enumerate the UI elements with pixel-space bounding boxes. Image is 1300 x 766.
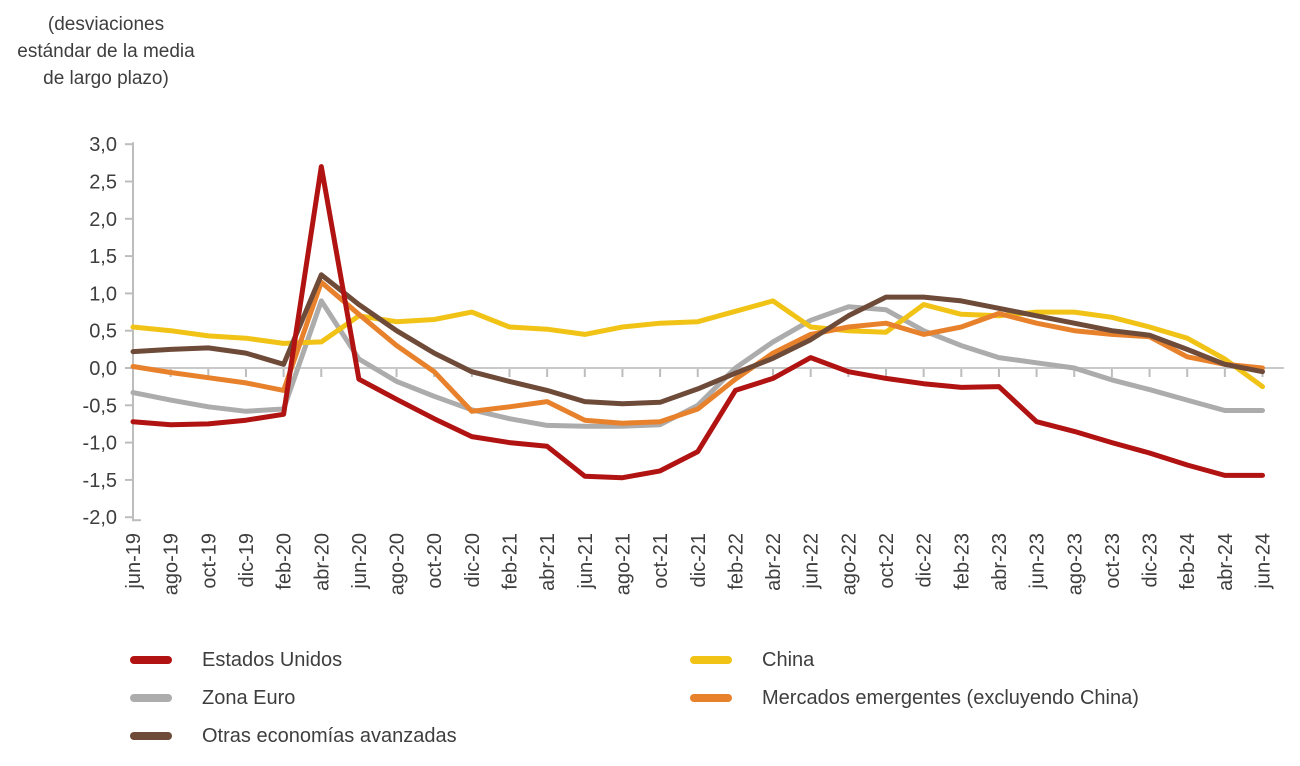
x-tick-label: abr-24 <box>1215 533 1237 591</box>
x-tick-label: jun-21 <box>575 533 597 590</box>
x-tick-label: oct-22 <box>876 533 898 589</box>
chart-legend: Estados Unidos China Zona Euro Mercados eme… <box>130 648 1139 748</box>
x-tick-label: abr-20 <box>311 533 333 591</box>
series-line-0 <box>130 164 1265 481</box>
series-line-2 <box>130 272 1265 407</box>
legend-label: Mercados emergentes (excluyendo China) <box>762 686 1139 709</box>
legend-item: Estados Unidos <box>130 649 690 672</box>
x-tick-label: oct-23 <box>1102 533 1124 589</box>
series-line-3 <box>130 298 1265 390</box>
legend-label: Estados Unidos <box>202 648 343 671</box>
chart-canvas: 3,0 2,5 2,0 1,5 1,0 0,5 0,0 -0,5 -1,0 -1,5 -2,0 jun… <box>83 134 1284 595</box>
x-tick-label: abr-22 <box>763 533 785 591</box>
series-line-1 <box>130 298 1265 429</box>
y-tick-label: 1,5 <box>89 246 117 268</box>
legend-item: Mercados emergentes (excluyendo China) <box>690 687 1139 710</box>
x-tick-label: abr-23 <box>989 533 1011 591</box>
x-tick-label: abr-21 <box>537 533 559 591</box>
y-tick-label: 0,5 <box>89 321 117 343</box>
legend-label: China <box>762 648 815 671</box>
chart-title: (desviaciones estándar de la media de la… <box>17 14 195 89</box>
x-tick-label: jun-20 <box>349 533 371 590</box>
legend-item: Otras economías avanzadas <box>130 725 690 748</box>
legend-marker <box>690 656 732 664</box>
y-tick-label: 2,5 <box>89 172 117 194</box>
y-tick-label: 2,0 <box>89 209 117 231</box>
x-tick-label: jun-19 <box>123 533 145 590</box>
x-tick-label: oct-19 <box>198 533 220 589</box>
y-tick-label: -2,0 <box>83 507 117 529</box>
x-tick-label: ago-23 <box>1064 533 1086 595</box>
legend-label: Otras economías avanzadas <box>202 724 457 747</box>
x-tick-label: oct-20 <box>424 533 446 589</box>
y-tick-label: -1,5 <box>83 470 117 492</box>
y-tick-label: 0,0 <box>89 358 117 380</box>
legend-item: China <box>690 649 1139 672</box>
y-tick-label: -0,5 <box>83 395 117 417</box>
x-tick-label: feb-22 <box>725 533 747 590</box>
x-tick-label: ago-19 <box>161 533 183 595</box>
legend-marker <box>130 694 172 702</box>
x-tick-label: jun-23 <box>1027 533 1049 590</box>
x-tick-label: feb-20 <box>274 533 296 590</box>
x-tick-label: dic-21 <box>688 533 710 587</box>
legend-item: Zona Euro <box>130 687 690 710</box>
x-tick-label: dic-22 <box>914 533 936 587</box>
y-tick-label: 3,0 <box>89 134 117 156</box>
x-tick-label: jun-22 <box>801 533 823 590</box>
series-line-4 <box>130 279 1265 426</box>
x-tick-label: ago-20 <box>387 533 409 595</box>
legend-marker <box>130 656 172 664</box>
y-tick-label: 1,0 <box>89 283 117 305</box>
legend-marker <box>130 732 172 740</box>
x-tick-label: jun-24 <box>1253 533 1275 590</box>
legend-label: Zona Euro <box>202 686 296 709</box>
x-tick-label: dic-19 <box>236 533 258 587</box>
x-tick-label: ago-22 <box>838 533 860 595</box>
x-tick-label: feb-24 <box>1177 533 1199 590</box>
legend-marker <box>690 694 732 702</box>
x-tick-label: oct-21 <box>650 533 672 589</box>
x-tick-label: dic-20 <box>462 533 484 587</box>
y-tick-label: -1,0 <box>83 433 117 455</box>
x-tick-label: dic-23 <box>1140 533 1162 587</box>
x-tick-label: ago-21 <box>612 533 634 595</box>
x-tick-label: feb-23 <box>951 533 973 590</box>
x-tick-label: feb-21 <box>500 533 522 590</box>
